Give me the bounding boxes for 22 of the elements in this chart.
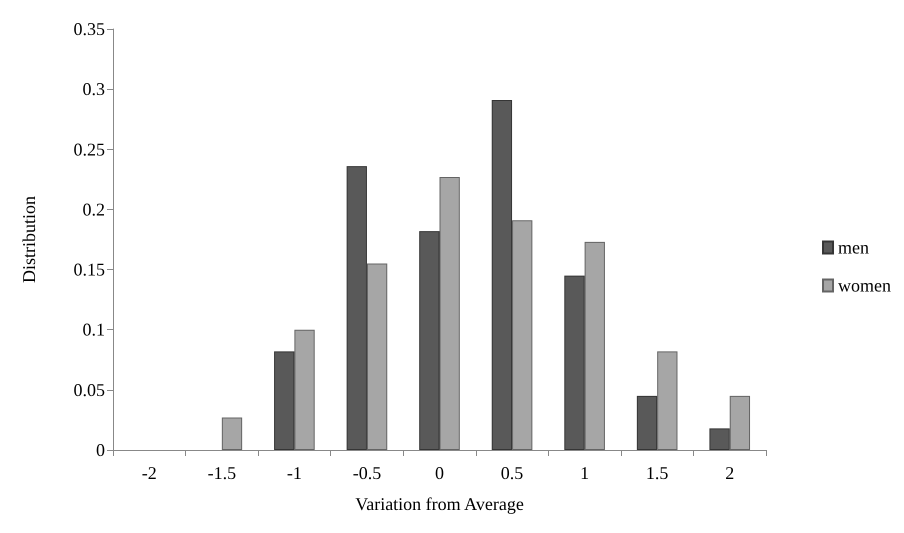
- y-tick-label: 0.15: [74, 260, 105, 280]
- bar: [222, 418, 242, 450]
- x-axis-title: Variation from Average: [355, 494, 524, 514]
- y-tick-label: 0.2: [82, 199, 105, 220]
- y-tick-label: 0: [96, 440, 105, 460]
- x-tick-label: 1.5: [646, 463, 668, 483]
- y-tick-label: 0.35: [74, 19, 105, 39]
- x-tick-label: 0: [435, 463, 444, 483]
- y-tick-label: 0.1: [82, 320, 105, 340]
- x-tick-label: -1: [286, 463, 302, 483]
- x-tick-label: -2: [142, 463, 157, 483]
- y-tick-label: 0.25: [74, 139, 105, 160]
- y-tick-label: 0.3: [82, 79, 105, 100]
- y-tick-label: 0.05: [74, 380, 105, 400]
- x-tick-label: 0.5: [500, 463, 524, 483]
- x-tick-label: -1.5: [208, 463, 236, 483]
- y-axis-title: Distribution: [19, 196, 39, 284]
- x-tick-label: -0.5: [352, 463, 382, 483]
- legend-label: men: [838, 238, 870, 258]
- legend-label: women: [838, 276, 892, 296]
- x-tick-label: 2: [725, 463, 734, 483]
- x-tick-label: 1: [580, 463, 590, 483]
